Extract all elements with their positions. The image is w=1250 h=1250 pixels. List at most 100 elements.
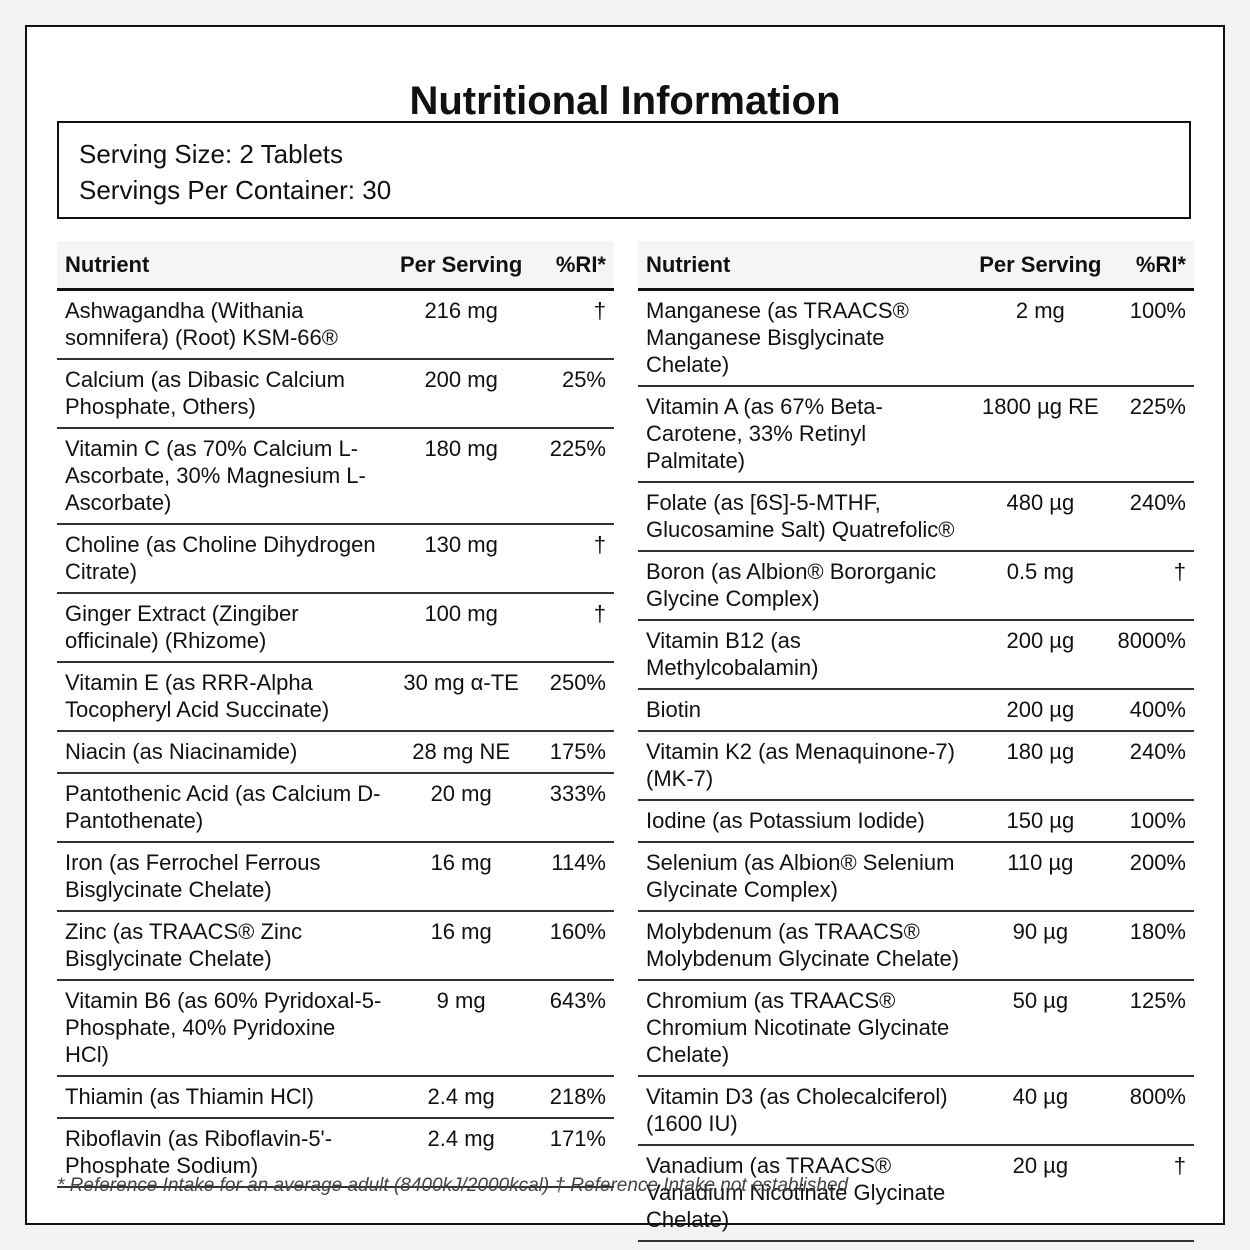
ri-percent: 125%: [1109, 980, 1194, 1077]
ri-percent: †: [1109, 551, 1194, 621]
nutrient-name: Folate (as [6S]-5-MTHF, Glucosamine Salt…: [638, 482, 972, 552]
per-serving: 200 µg: [971, 689, 1110, 732]
ri-percent: 643%: [530, 980, 614, 1077]
nutrient-row: Biotin 200 µg 400%: [638, 689, 1194, 732]
per-serving: 90 µg: [971, 911, 1110, 981]
nutrient-row: Boron (as Albion® Bororganic Glycine Com…: [638, 551, 1194, 621]
ri-percent: †: [530, 524, 614, 594]
ri-percent: 171%: [530, 1118, 614, 1188]
per-serving: 2.4 mg: [392, 1076, 531, 1119]
nutrient-row: Pantothenic Acid (as Calcium D-Pantothen…: [57, 773, 614, 843]
nutrient-name: Riboflavin (as Riboflavin-5'-Phosphate S…: [57, 1118, 392, 1188]
nutrient-name: Molybdenum (as TRAACS® Molybdenum Glycin…: [638, 911, 972, 981]
nutrient-name: Calcium (as Dibasic Calcium Phosphate, O…: [57, 359, 392, 429]
nutrient-row: Niacin (as Niacinamide) 28 mg NE 175%: [57, 731, 614, 774]
footnote: * Reference Intake for an average adult …: [57, 1175, 849, 1196]
nutrient-name: Vitamin B6 (as 60% Pyridoxal-5-Phosphate…: [57, 980, 392, 1077]
label-frame: Nutritional Information Serving Size: 2 …: [25, 25, 1225, 1242]
column-header: Per Serving: [971, 241, 1110, 291]
per-serving: 1800 µg RE: [971, 386, 1110, 483]
ri-percent: 114%: [530, 842, 614, 912]
nutrient-row: Choline (as Choline Dihydrogen Citrate) 1…: [57, 524, 614, 594]
per-serving: 9 mg: [392, 980, 531, 1077]
per-serving: 110 µg: [971, 842, 1110, 912]
per-serving: 200 µg: [971, 620, 1110, 690]
nutrient-name: Pantothenic Acid (as Calcium D-Pantothen…: [57, 773, 392, 843]
ri-percent: 100%: [1109, 289, 1194, 387]
ri-percent: 180%: [1109, 911, 1194, 981]
per-serving: 20 µg: [971, 1145, 1110, 1242]
nutrient-row: Thiamin (as Thiamin HCl) 2.4 mg 218%: [57, 1076, 614, 1119]
per-serving: 20 mg: [392, 773, 531, 843]
nutrient-name: Vitamin E (as RRR-Alpha Tocopheryl Acid …: [57, 662, 392, 732]
nutrient-name: Vitamin B12 (as Methylcobalamin): [638, 620, 972, 690]
per-serving: 180 µg: [971, 731, 1110, 801]
ri-percent: 333%: [530, 773, 614, 843]
nutrient-table: Nutrient Per Serving %RI* Manganese (as TRA…: [638, 241, 1194, 1242]
per-serving: 130 mg: [392, 524, 531, 594]
per-serving: 216 mg: [392, 289, 531, 360]
per-serving: 0.5 mg: [971, 551, 1110, 621]
nutrient-row: Iodine (as Potassium Iodide) 150 µg 100%: [638, 800, 1194, 843]
header-row: Nutrient Per Serving %RI*: [57, 241, 614, 291]
per-serving: 30 mg α-TE: [392, 662, 531, 732]
nutrient-name: Zinc (as TRAACS® Zinc Bisglycinate Chela…: [57, 911, 392, 981]
nutrient-row: Riboflavin (as Riboflavin-5'-Phosphate S…: [57, 1118, 614, 1188]
per-serving: 200 mg: [392, 359, 531, 429]
nutrient-row: Vitamin C (as 70% Calcium L-Ascorbate, 3…: [57, 428, 614, 525]
ri-percent: 100%: [1109, 800, 1194, 843]
ri-percent: 240%: [1109, 482, 1194, 552]
ri-percent: 8000%: [1109, 620, 1194, 690]
nutrient-row: Chromium (as TRAACS® Chromium Nicotinate…: [638, 980, 1194, 1077]
ri-percent: †: [530, 289, 614, 360]
nutrient-name: Biotin: [638, 689, 972, 732]
nutrient-name: Boron (as Albion® Bororganic Glycine Com…: [638, 551, 972, 621]
nutrient-name: Vitamin K2 (as Menaquinone-7) (MK-7): [638, 731, 972, 801]
header-row: Nutrient Per Serving %RI*: [638, 241, 1194, 291]
nutrient-row: Zinc (as TRAACS® Zinc Bisglycinate Chela…: [57, 911, 614, 981]
per-serving: 100 mg: [392, 593, 531, 663]
nutrient-row: Vitamin B12 (as Methylcobalamin) 200 µg 80…: [638, 620, 1194, 690]
nutrient-row: Vitamin E (as RRR-Alpha Tocopheryl Acid …: [57, 662, 614, 732]
per-serving: 16 mg: [392, 911, 531, 981]
servings-per-container: Servings Per Container: 30: [79, 175, 392, 205]
per-serving: 2.4 mg: [392, 1118, 531, 1188]
nutrient-name: Vanadium (as TRAACS® Vanadium Nicotinate…: [638, 1145, 972, 1242]
nutrient-name: Selenium (as Albion® Selenium Glycinate …: [638, 842, 972, 912]
ri-percent: 800%: [1109, 1076, 1194, 1146]
serving-box: Serving Size: 2 Tablets Servings Per Con…: [57, 121, 1191, 219]
nutrient-row: Vitamin K2 (as Menaquinone-7) (MK-7) 180 …: [638, 731, 1194, 801]
ri-percent: †: [530, 593, 614, 663]
nutrient-name: Vitamin A (as 67% Beta-Carotene, 33% Ret…: [638, 386, 972, 483]
ri-percent: 225%: [530, 428, 614, 525]
nutrient-row: Vitamin B6 (as 60% Pyridoxal-5-Phosphate…: [57, 980, 614, 1077]
title: Nutritional Information: [409, 79, 841, 123]
nutrient-name: Vitamin C (as 70% Calcium L-Ascorbate, 3…: [57, 428, 392, 525]
per-serving: 150 µg: [971, 800, 1110, 843]
nutrient-row: Folate (as [6S]-5-MTHF, Glucosamine Salt…: [638, 482, 1194, 552]
ri-percent: 25%: [530, 359, 614, 429]
nutrient-row: Iron (as Ferrochel Ferrous Bisglycinate …: [57, 842, 614, 912]
nutrient-name: Iodine (as Potassium Iodide): [638, 800, 972, 843]
ri-percent: 225%: [1109, 386, 1194, 483]
nutrient-row: Calcium (as Dibasic Calcium Phosphate, O…: [57, 359, 614, 429]
ri-percent: 240%: [1109, 731, 1194, 801]
ri-percent: 175%: [530, 731, 614, 774]
per-serving: 2 mg: [971, 289, 1110, 387]
per-serving: 28 mg NE: [392, 731, 531, 774]
nutrient-row: Vitamin D3 (as Cholecalciferol) (1600 IU…: [638, 1076, 1194, 1146]
nutrient-name: Manganese (as TRAACS® Manganese Bisglyci…: [638, 289, 972, 387]
column-header: Nutrient: [638, 241, 972, 291]
nutrient-row: Vitamin A (as 67% Beta-Carotene, 33% Ret…: [638, 386, 1194, 483]
nutrient-row: Ashwagandha (Withania somnifera) (Root) …: [57, 289, 614, 360]
per-serving: 50 µg: [971, 980, 1110, 1077]
per-serving: 180 mg: [392, 428, 531, 525]
nutrient-name: Chromium (as TRAACS® Chromium Nicotinate…: [638, 980, 972, 1077]
ri-percent: 218%: [530, 1076, 614, 1119]
column-header: %RI*: [530, 241, 614, 291]
ri-percent: 160%: [530, 911, 614, 981]
column-header: %RI*: [1109, 241, 1194, 291]
serving-size: Serving Size: 2 Tablets: [79, 139, 343, 169]
nutrient-row: Selenium (as Albion® Selenium Glycinate …: [638, 842, 1194, 912]
